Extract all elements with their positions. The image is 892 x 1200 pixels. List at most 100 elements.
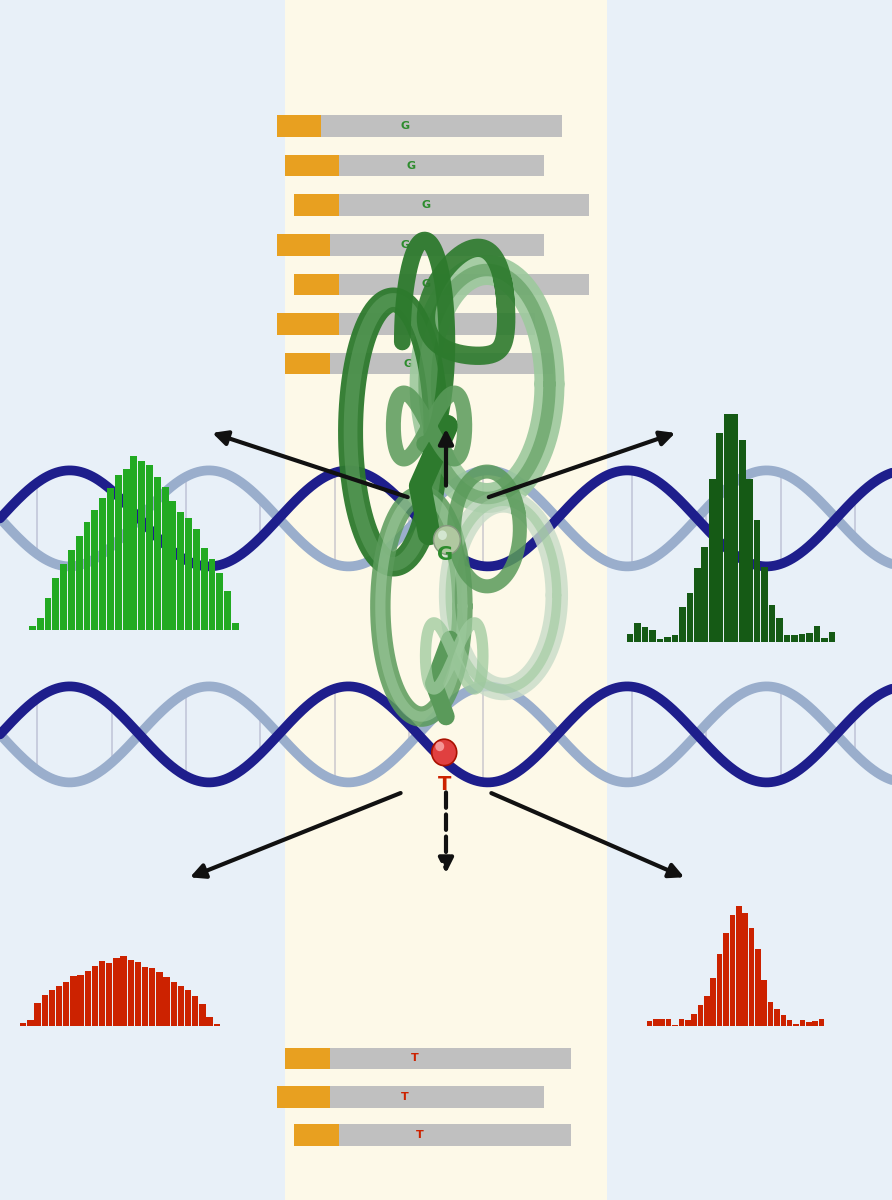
Bar — [626, 635, 633, 642]
Bar — [156, 972, 162, 1026]
Ellipse shape — [432, 739, 457, 766]
Bar — [53, 577, 59, 630]
Bar — [99, 961, 105, 1026]
Bar — [45, 599, 52, 630]
Bar — [755, 949, 761, 1026]
Bar — [665, 1019, 672, 1026]
Bar — [277, 313, 339, 335]
Bar — [149, 968, 155, 1026]
Bar — [232, 623, 239, 630]
Bar — [209, 559, 215, 630]
Bar — [701, 547, 708, 642]
Bar — [698, 1004, 703, 1026]
Bar — [163, 977, 169, 1026]
Bar — [178, 512, 184, 630]
Bar — [787, 1020, 792, 1026]
Bar — [339, 194, 589, 216]
Bar — [113, 958, 120, 1026]
Text: T: T — [410, 1054, 418, 1063]
Bar — [634, 623, 640, 642]
Text: G: G — [406, 161, 416, 170]
Bar — [672, 635, 678, 642]
Bar — [768, 1002, 773, 1026]
Bar — [799, 635, 805, 642]
Bar — [717, 954, 723, 1026]
Bar — [330, 1048, 571, 1069]
Bar — [277, 1086, 330, 1108]
Bar — [799, 1020, 805, 1026]
Bar — [170, 983, 177, 1026]
Bar — [213, 1024, 220, 1026]
Bar — [142, 967, 148, 1026]
Bar — [754, 520, 761, 642]
Bar — [146, 464, 153, 630]
Bar — [138, 461, 145, 630]
Bar — [780, 1014, 786, 1026]
Bar — [294, 1124, 339, 1146]
Bar — [153, 478, 161, 630]
Text: G: G — [403, 359, 413, 368]
Bar — [769, 605, 775, 642]
Bar — [178, 986, 184, 1026]
Bar — [330, 353, 553, 374]
Text: T: T — [438, 775, 450, 794]
Bar — [691, 1014, 697, 1026]
Bar — [819, 1019, 824, 1026]
Bar — [92, 966, 98, 1026]
Bar — [694, 568, 700, 642]
Bar — [730, 916, 735, 1026]
Bar — [130, 456, 137, 630]
Bar — [724, 414, 731, 642]
Bar — [206, 1018, 213, 1026]
Bar — [784, 636, 790, 642]
Bar — [806, 632, 813, 642]
Bar — [35, 1003, 41, 1026]
Bar — [128, 960, 134, 1026]
Bar — [277, 234, 330, 256]
Bar — [736, 906, 741, 1026]
Bar — [68, 550, 75, 630]
Bar — [641, 628, 648, 642]
Bar — [339, 274, 589, 295]
Text: G: G — [422, 280, 431, 289]
Bar — [685, 1020, 690, 1026]
Bar — [704, 996, 710, 1026]
Bar — [99, 498, 106, 630]
Bar — [657, 638, 663, 642]
Bar — [321, 115, 562, 137]
Bar — [679, 607, 686, 642]
Text: G: G — [401, 121, 410, 131]
Bar — [201, 548, 208, 630]
Bar — [330, 1086, 544, 1108]
Bar — [70, 976, 77, 1026]
Bar — [791, 635, 798, 642]
Bar — [339, 1124, 571, 1146]
Bar — [806, 1022, 812, 1026]
Bar — [653, 1019, 658, 1026]
Bar — [339, 313, 535, 335]
Bar — [687, 593, 693, 642]
Bar — [709, 479, 715, 642]
Ellipse shape — [434, 526, 460, 554]
Bar — [814, 626, 821, 642]
Bar — [21, 1022, 27, 1026]
Text: G: G — [403, 319, 412, 329]
Bar — [135, 962, 141, 1026]
Bar — [277, 115, 321, 137]
Bar — [294, 194, 339, 216]
Bar — [186, 518, 192, 630]
Bar — [774, 1009, 780, 1026]
Bar — [776, 618, 783, 642]
Bar — [85, 972, 91, 1026]
Bar — [63, 982, 70, 1026]
Bar — [224, 590, 231, 630]
Bar — [748, 928, 755, 1026]
Bar — [285, 353, 330, 374]
Bar — [822, 638, 828, 642]
Bar — [106, 962, 112, 1026]
Bar — [647, 1021, 652, 1026]
Bar — [285, 1048, 330, 1069]
Bar — [716, 433, 723, 642]
Bar — [120, 956, 127, 1026]
Bar — [739, 440, 746, 642]
